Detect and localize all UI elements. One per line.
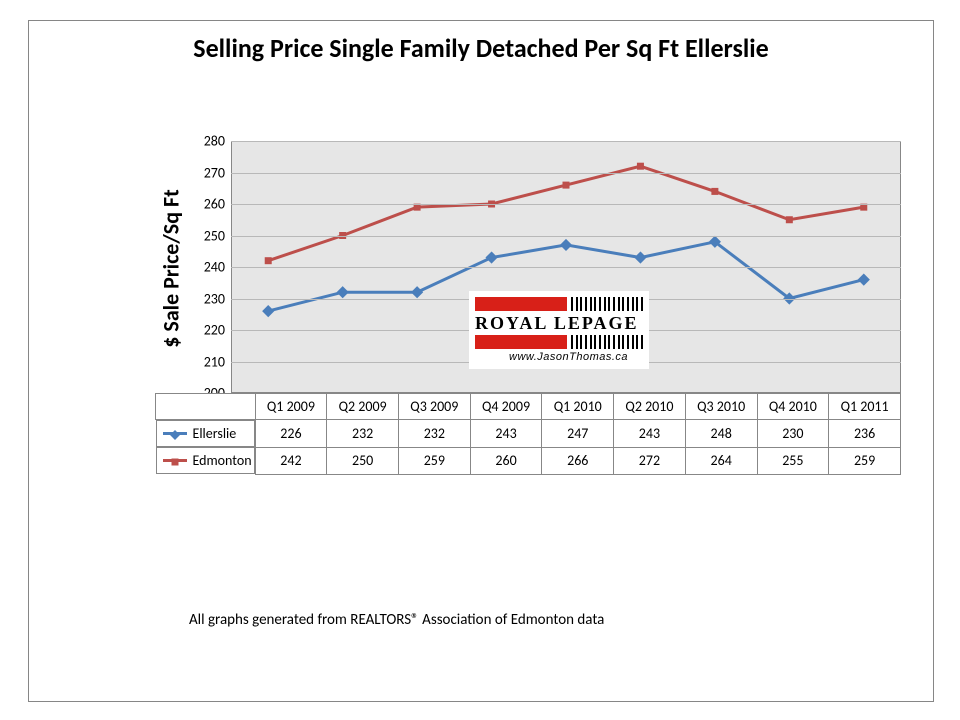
table-cell: 236 [829, 420, 901, 448]
series-marker [263, 306, 274, 317]
y-tick-label: 270 [204, 164, 225, 181]
table-cell: 260 [470, 447, 542, 474]
y-tick-label: 260 [204, 196, 225, 213]
footnote: All graphs generated from REALTORS® Asso… [189, 611, 604, 629]
gridline [231, 267, 901, 268]
table-cell: 259 [398, 447, 470, 474]
gridline [231, 141, 901, 142]
legend-marker [170, 430, 180, 440]
gridline [231, 173, 901, 174]
series-marker [337, 287, 348, 298]
series-marker [712, 188, 718, 194]
table-header-cell: Q4 2009 [470, 394, 542, 420]
series-marker [637, 163, 643, 169]
table-cell: 255 [757, 447, 829, 474]
data-table: Q1 2009Q2 2009Q3 2009Q4 2009Q1 2010Q2 20… [155, 393, 901, 475]
logo-barcode-top [571, 297, 643, 311]
series-marker [561, 240, 572, 251]
logo-red-bar-top [475, 297, 567, 311]
chart-title: Selling Price Single Family Detached Per… [29, 33, 933, 64]
table-cell: 259 [829, 447, 901, 474]
table-cell: 242 [255, 447, 327, 474]
table-header-cell: Q4 2010 [757, 394, 829, 420]
table-header-cell: Q1 2009 [255, 394, 327, 420]
table-row: Ellerslie226232232243247243248230236 [156, 420, 901, 448]
table-cell: 232 [398, 420, 470, 448]
table-cell: 226 [255, 420, 327, 448]
gridline [231, 236, 901, 237]
table-cell: 266 [542, 447, 614, 474]
series-marker [635, 252, 646, 263]
logo-brand-text: ROYAL LEPAGE [475, 313, 639, 334]
table-cell: 247 [542, 420, 614, 448]
table-header-cell: Q1 2011 [829, 394, 901, 420]
y-tick-label: 280 [204, 133, 225, 150]
chart-frame: Selling Price Single Family Detached Per… [28, 20, 934, 702]
series-marker [414, 204, 420, 210]
y-tick-label: 250 [204, 227, 225, 244]
table-cell: 230 [757, 420, 829, 448]
y-tick-label: 210 [204, 353, 225, 370]
y-axis-title: $ Sale Price/Sq Ft [158, 169, 185, 369]
table-header-cell: Q3 2009 [398, 394, 470, 420]
legend-cell: Ellerslie [156, 420, 255, 447]
series-marker [486, 252, 497, 263]
table-row: Edmonton242250259260266272264255259 [156, 447, 901, 474]
legend-cell: Edmonton [156, 447, 255, 474]
logo-red-bar-bottom [475, 335, 567, 349]
legend-swatch [163, 459, 187, 462]
series-marker [265, 258, 271, 264]
table-header-cell: Q1 2010 [542, 394, 614, 420]
y-tick-label: 240 [204, 259, 225, 276]
table-cell: 250 [327, 447, 399, 474]
table-cell: 243 [470, 420, 542, 448]
table-header-empty [156, 394, 256, 420]
table-cell: 264 [685, 447, 757, 474]
series-marker [563, 182, 569, 188]
logo-url: www.JasonThomas.ca [509, 351, 628, 363]
table-cell: 272 [614, 447, 686, 474]
series-marker [786, 217, 792, 223]
series-marker [861, 204, 867, 210]
table-cell: 232 [327, 420, 399, 448]
gridline [231, 204, 901, 205]
table-cell: 243 [614, 420, 686, 448]
table-cell: 248 [685, 420, 757, 448]
legend-marker [171, 459, 178, 466]
logo-barcode-bottom [571, 335, 643, 349]
chart-title-line1: Selling Price Single Family Detached Per… [193, 32, 768, 64]
y-tick-label: 220 [204, 322, 225, 339]
legend-label: Edmonton [193, 452, 252, 469]
series-marker [858, 274, 869, 285]
legend-label: Ellerslie [193, 425, 237, 442]
table-header-cell: Q2 2010 [614, 394, 686, 420]
y-tick-label: 230 [204, 290, 225, 307]
table-header-cell: Q2 2009 [327, 394, 399, 420]
table-row: Q1 2009Q2 2009Q3 2009Q4 2009Q1 2010Q2 20… [156, 394, 901, 420]
legend-swatch [163, 432, 187, 435]
table-header-cell: Q3 2010 [685, 394, 757, 420]
series-marker [412, 287, 423, 298]
royal-lepage-logo: ROYAL LEPAGE www.JasonThomas.ca [469, 291, 649, 369]
